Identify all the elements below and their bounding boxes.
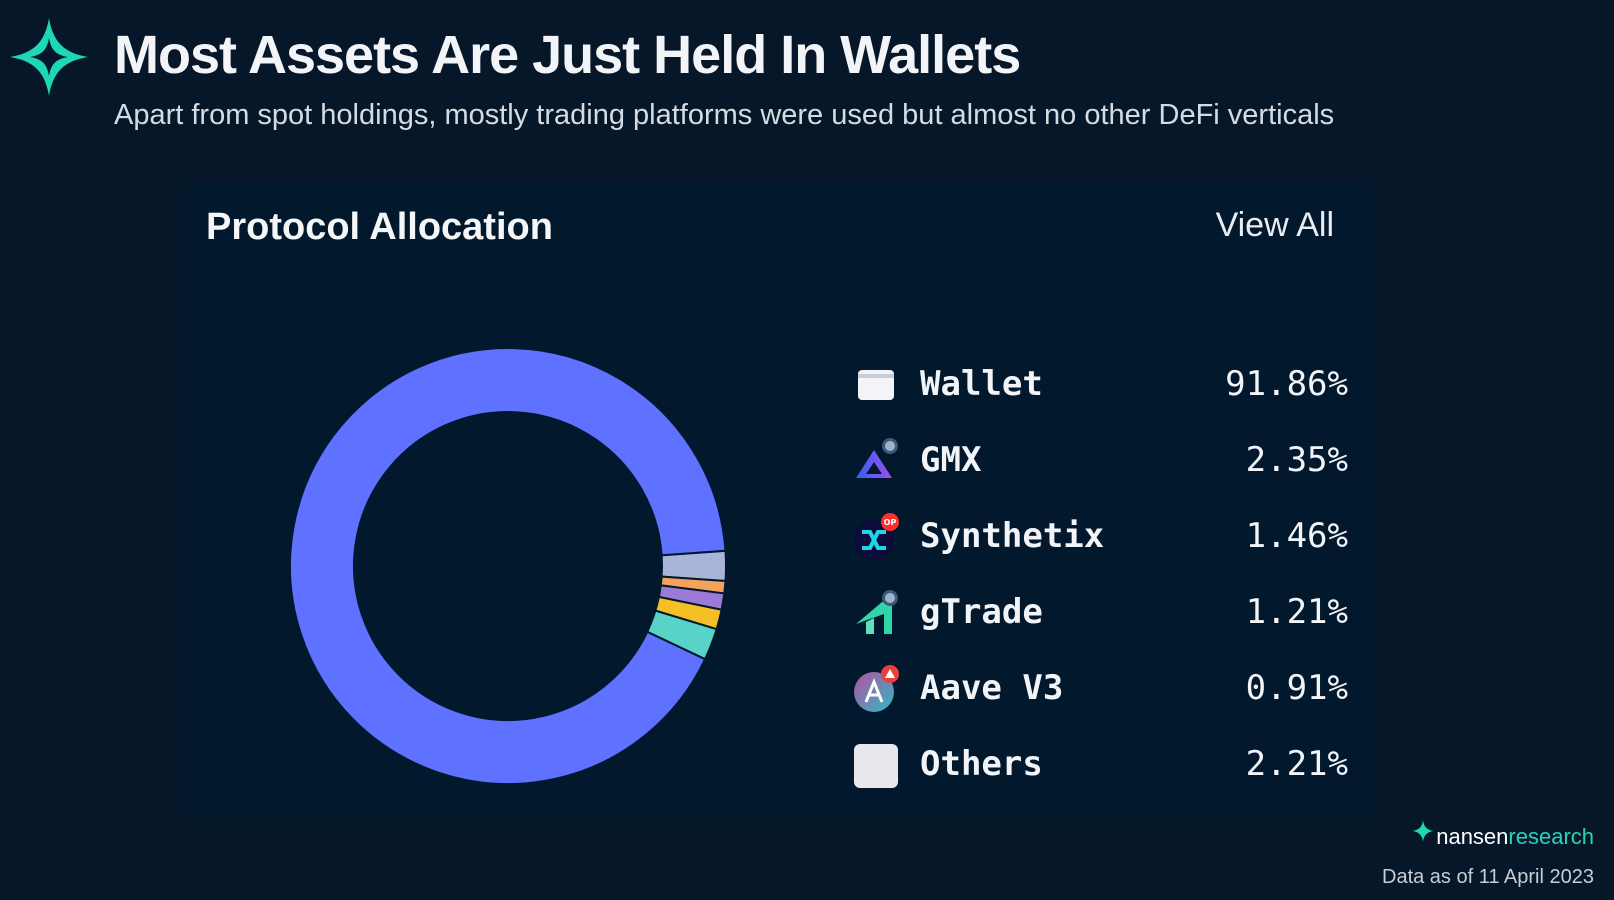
legend-value: 1.21% (1245, 592, 1348, 632)
brand-research: research (1508, 824, 1594, 849)
card-title: Protocol Allocation (206, 206, 553, 248)
legend-item-wallet: Wallet 91.86% (852, 346, 1348, 422)
others-icon (854, 744, 898, 788)
legend-item-others: Others 2.21% (852, 726, 1348, 802)
legend-item-gmx: GMX 2.35% (852, 422, 1348, 498)
legend-label: Synthetix (920, 516, 1105, 556)
legend-item-gtrade: gTrade 1.21% (852, 574, 1348, 650)
chart-legend: Wallet 91.86% GMX 2.35% (852, 346, 1348, 802)
page-subtitle: Apart from spot holdings, mostly trading… (114, 99, 1335, 131)
legend-value: 1.46% (1245, 516, 1348, 556)
donut-chart (289, 347, 728, 785)
legend-label: Others (920, 744, 1043, 784)
legend-value: 2.35% (1245, 440, 1348, 480)
wallet-icon (858, 370, 894, 400)
legend-label: Aave V3 (920, 668, 1064, 708)
nansen-research-logo: nansen research (1412, 820, 1594, 850)
gmx-icon (856, 438, 898, 478)
svg-text:OP: OP (884, 518, 897, 527)
legend-value: 2.21% (1245, 744, 1348, 784)
aave-icon (854, 665, 899, 712)
page-title: Most Assets Are Just Held In Wallets (114, 25, 1021, 85)
data-date: Data as of 11 April 2023 (1382, 866, 1594, 888)
legend-label: gTrade (920, 592, 1043, 632)
protocol-allocation-card: Protocol Allocation View All Wallet 91.8… (188, 186, 1374, 818)
donut-slice-wallet (289, 347, 727, 785)
nansen-star-logo-icon (10, 18, 88, 96)
gtrade-icon (856, 590, 898, 634)
legend-label: GMX (920, 440, 982, 480)
brand-nansen: nansen (1436, 824, 1509, 849)
legend-label: Wallet (920, 364, 1043, 404)
synthetix-icon: OP (854, 513, 899, 560)
legend-item-synthetix: OP Synthetix 1.46% (852, 498, 1348, 574)
view-all-link[interactable]: View All (1215, 206, 1334, 244)
nansen-small-star-icon (1412, 820, 1434, 842)
legend-item-aave-v3: Aave V3 0.91% (852, 650, 1348, 726)
legend-value: 91.86% (1225, 364, 1348, 404)
legend-value: 0.91% (1245, 668, 1348, 708)
